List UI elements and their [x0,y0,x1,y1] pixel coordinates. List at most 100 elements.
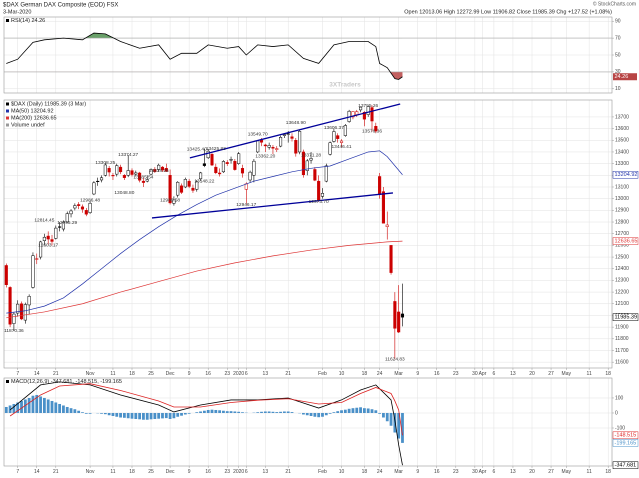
candle-body [332,131,336,142]
last-value-box [612,439,639,447]
candle-body [210,154,214,166]
x-tick-label: 30 [472,469,478,475]
price-annotation: 13148.22 [194,179,214,185]
candle-body [248,171,252,181]
candle-body [111,175,115,177]
histogram-bar [317,412,321,418]
candle-body [202,163,206,166]
candle-body [73,205,77,209]
candle-body [8,287,12,325]
candle-body [328,142,332,155]
x-tick-label: 11 [110,469,115,475]
histogram-bar [39,396,42,413]
histogram-bar [393,412,397,433]
candle-body [61,221,65,230]
histogram-bar [282,411,286,413]
candle-body [298,131,302,153]
x-tick-label: 2020 [233,469,244,475]
histogram-bar [100,412,103,414]
legend-entry: MA(200) 12636.65 [11,115,57,121]
candle-body [214,166,218,174]
histogram-bar [229,411,233,413]
candle-body [317,180,321,202]
x-tick-label: 7 [16,371,19,377]
histogram-bar [366,408,370,413]
histogram-bar [65,406,69,413]
x-tick-label: 24 [377,469,383,475]
histogram-bar [336,411,340,413]
x-tick-label: 18 [362,371,368,377]
candle-body [191,187,195,191]
candle-body [119,166,123,173]
x-tick-label: 18 [605,371,611,377]
panel-title: RSI(14) 24.26 [11,18,45,24]
x-tick-label: 6 [493,371,496,377]
histogram-bar [343,409,347,413]
histogram-bar [359,407,362,413]
x-tick-label: Apr [479,469,487,475]
x-tick-label: 25 [148,371,154,377]
x-tick-label: 21 [53,371,59,377]
x-tick-label: 13 [510,469,516,475]
price-annotation: 12814.45 [34,218,54,224]
histogram-bar [46,399,50,413]
watermark: 3XTraders [329,82,361,89]
candle-body [195,181,199,190]
y-tick-label: 12200 [615,289,629,295]
legend-swatch [6,109,9,113]
x-tick-label: 18 [362,469,368,475]
histogram-bar [107,412,111,416]
candle-body [80,206,85,210]
histogram-bar [279,411,282,413]
candle-body [149,169,153,175]
histogram-bar [199,411,202,413]
histogram-bar [58,403,62,413]
histogram-bar [267,411,271,413]
x-tick-label: 13 [263,371,269,377]
legend-swatch [6,123,9,127]
x-tick-label: 20 [529,371,535,377]
candle-body [282,134,286,136]
x-tick-label: 16 [434,469,440,475]
candle-body [355,111,359,115]
x-tick-label: Apr [479,371,487,377]
candle-body [324,165,328,182]
histogram-bar [23,399,27,413]
candle-body [168,175,172,204]
y-tick-label: 13400 [615,149,629,155]
x-tick-label: May [562,469,572,475]
candle-body [400,313,405,318]
candle-body [31,255,35,288]
panel-frame [3,16,613,94]
histogram-bar [263,411,267,413]
candle-body [206,150,210,159]
candle-body [385,224,389,227]
histogram-bar [313,412,317,417]
moving-average [6,240,403,319]
y-tick-label: 50 [615,52,621,58]
histogram-bar [401,412,404,443]
histogram-bar [332,412,336,413]
histogram-bar [134,412,138,419]
histogram-bar [351,408,355,413]
candle-body [179,185,184,193]
histogram-bar [389,412,393,426]
histogram-bar [302,412,305,415]
x-tick-label: 23 [453,371,459,377]
x-tick-label: 16 [205,469,211,475]
legend-entry: $DAX (Daily) 11985.39 (3 Mar) [11,101,86,107]
x-tick-label: Dec [166,371,175,377]
histogram-bar [305,412,309,416]
y-tick-label: -100 [615,425,625,431]
price-annotation: 13549.70 [248,132,268,138]
histogram-bar [84,412,88,414]
histogram-bar [69,408,73,413]
histogram-bar [260,411,263,413]
candle-body [176,181,180,196]
legend-swatch [6,380,9,383]
candle-body [187,180,191,187]
histogram-bar [149,412,153,420]
histogram-bar [362,408,366,413]
x-tick-label: Nov [86,371,95,377]
